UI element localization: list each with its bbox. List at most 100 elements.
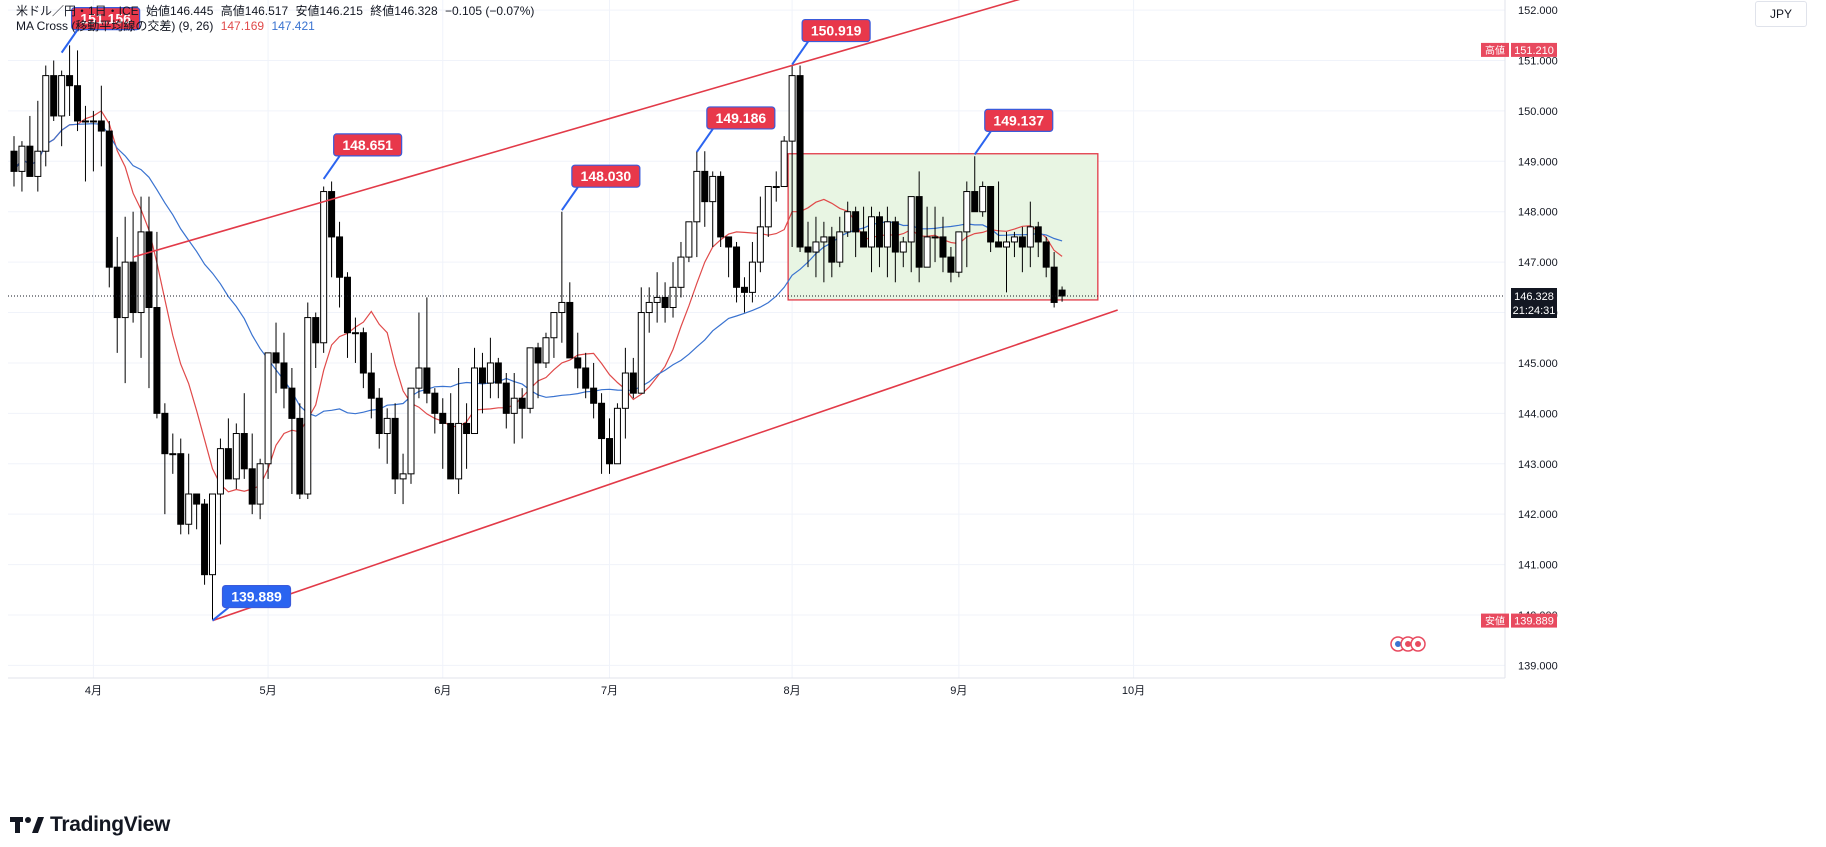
candle-body <box>232 433 240 480</box>
callout-pointer <box>791 41 809 66</box>
candle <box>185 453 193 535</box>
candle <box>883 206 891 278</box>
price-callout[interactable]: 150.919 <box>791 18 871 66</box>
candle-body <box>566 301 574 359</box>
candle <box>383 408 391 464</box>
candle <box>995 181 1003 248</box>
candle <box>193 493 201 530</box>
candle <box>534 342 542 399</box>
callout-box <box>801 18 871 43</box>
currency-selector[interactable]: JPY <box>1755 1 1807 27</box>
candle <box>161 403 169 515</box>
candle-body <box>193 493 201 505</box>
candle <box>137 196 145 358</box>
candle-body <box>518 397 526 409</box>
candle <box>224 418 232 480</box>
candle-body <box>772 186 780 189</box>
price-callout[interactable]: 148.030 <box>561 164 641 211</box>
close-value: 終値146.328 <box>370 4 438 18</box>
event-icons[interactable] <box>1390 636 1426 652</box>
candle <box>717 171 725 248</box>
y-tick-label: 141.000 <box>1518 560 1558 572</box>
symbol-label[interactable]: 米ドル／円・1日・ICE <box>16 4 139 18</box>
candle-body <box>105 130 113 268</box>
candle <box>232 423 240 489</box>
candle-body <box>10 150 18 172</box>
candle-body <box>613 407 621 465</box>
axes: 139.000140.000141.000142.000143.000144.0… <box>8 0 1558 697</box>
callout-box <box>221 584 292 609</box>
candle <box>701 151 709 227</box>
candle <box>113 236 121 353</box>
candle <box>542 332 550 368</box>
candle-body <box>534 347 542 364</box>
candle-body <box>804 246 812 253</box>
candle <box>598 393 606 474</box>
candle <box>764 186 772 237</box>
price-callout[interactable]: 149.186 <box>696 106 776 153</box>
channel-upper[interactable] <box>132 0 1078 258</box>
candle-body <box>693 170 701 223</box>
candle-body <box>923 236 931 268</box>
candle <box>1034 221 1042 258</box>
low-marker-label: 安値 <box>1485 615 1505 628</box>
tradingview-brand[interactable]: TradingView <box>10 812 170 838</box>
candle-body <box>725 236 733 248</box>
candle <box>81 105 89 182</box>
candle-body <box>391 417 399 480</box>
candle-body <box>423 367 431 394</box>
candle <box>1050 252 1058 308</box>
candle-body <box>939 236 947 258</box>
candle-body <box>431 392 439 414</box>
price-callout[interactable]: 149.137 <box>973 108 1054 155</box>
candle <box>804 221 812 268</box>
candle-body <box>153 306 161 414</box>
x-tick-label: 7月 <box>601 685 618 697</box>
candle <box>955 231 963 278</box>
candle <box>828 226 836 278</box>
indicator-name[interactable]: MA Cross (移動平均線の交差) (9, 26) <box>16 19 214 33</box>
candle-body <box>137 231 145 314</box>
ma-fast-value: 147.169 <box>220 19 265 33</box>
callout-text: 148.651 <box>342 137 393 153</box>
candle-body <box>478 367 486 384</box>
price-callout[interactable]: 151.156 <box>60 7 141 54</box>
symbol-row: 米ドル／円・1日・ICE 始値146.445 高値146.517 安値146.2… <box>16 4 538 19</box>
candle <box>375 388 383 449</box>
candle <box>852 206 860 258</box>
candle <box>471 347 479 435</box>
candle-body <box>121 261 129 319</box>
candle-body <box>701 170 709 203</box>
y-tick-label: 145.000 <box>1518 358 1558 370</box>
candles <box>10 45 1066 621</box>
current-price-box <box>1511 288 1557 319</box>
candle <box>875 211 883 268</box>
candle <box>18 141 26 192</box>
price-callouts: 151.156 148.651 148.030 149.186 150.919 149.1… <box>60 7 1054 622</box>
x-tick-label: 5月 <box>260 685 277 697</box>
low-marker-value: 139.889 <box>1514 616 1554 628</box>
candle <box>359 327 367 389</box>
channel-lower[interactable] <box>212 309 1118 622</box>
candle-body <box>661 296 669 308</box>
price-callout[interactable]: 139.889 <box>211 584 292 622</box>
candle <box>899 236 907 268</box>
candle-body <box>979 186 987 213</box>
candle <box>733 241 741 303</box>
price-callout[interactable]: 148.651 <box>322 133 403 180</box>
callout-pointer <box>211 606 230 622</box>
candle-body <box>883 221 891 248</box>
candle-body <box>685 221 693 258</box>
candle-body <box>733 246 741 288</box>
candle <box>304 302 312 500</box>
candle-body <box>891 221 899 253</box>
candle <box>97 85 105 167</box>
candle-body <box>26 145 34 177</box>
countdown-value: 21:24:31 <box>1513 305 1556 317</box>
high-marker-value: 151.210 <box>1514 45 1554 57</box>
candle <box>42 65 50 167</box>
candle-body <box>526 347 534 409</box>
high-marker-label: 高値 <box>1485 44 1505 57</box>
candle-body <box>494 362 502 384</box>
